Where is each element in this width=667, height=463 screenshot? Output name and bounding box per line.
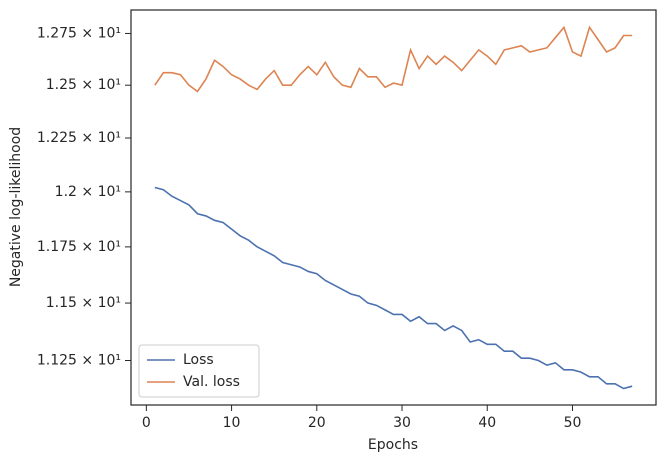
x-tick-label: 40 [478,415,496,431]
x-tick-label: 20 [308,415,326,431]
y-tick-label: 1.175 × 10¹ [37,239,121,255]
x-tick-label: 0 [142,415,151,431]
series-line [154,25,633,93]
x-axis-label: Epochs [368,437,418,453]
legend: Loss Val. loss [138,344,260,398]
y-tick-label: 1.275 × 10¹ [37,25,121,41]
y-tick-label: 1.225 × 10¹ [37,130,121,146]
x-tick-label: 30 [393,415,411,431]
legend-label: Val. loss [183,374,240,390]
y-tick-label: 1.125 × 10¹ [37,352,121,368]
y-tick-label: 1.25 × 10¹ [46,77,121,93]
plot-frame [130,9,657,406]
y-axis-label: Negative log-likelihood [8,127,24,287]
series-line [154,186,633,390]
y-tick-label: 1.2 × 10¹ [55,184,121,200]
y-tick-label: 1.15 × 10¹ [46,295,121,311]
x-tick-label: 10 [223,415,241,431]
x-tick-label: 50 [564,415,582,431]
legend-label: Loss [183,352,214,368]
legend-box [138,344,260,398]
